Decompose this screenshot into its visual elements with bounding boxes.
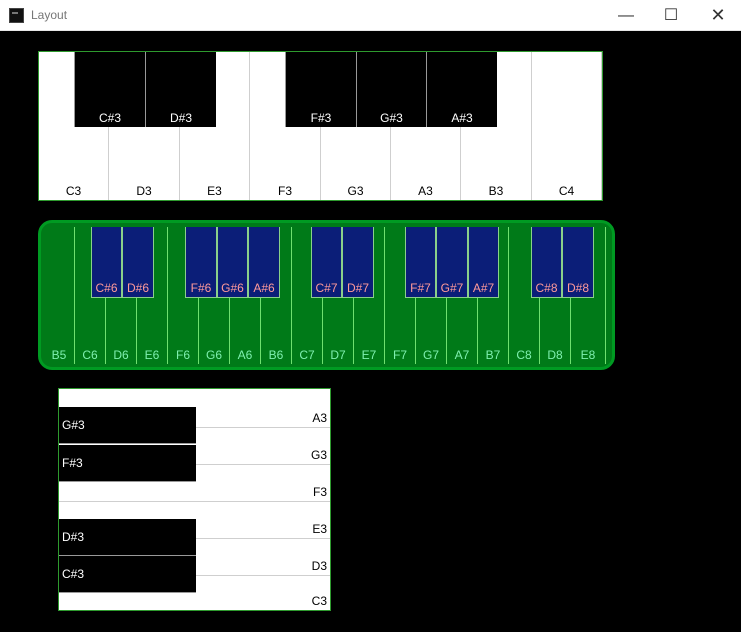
piano-keyboard-vertical: A3 G3 F3 E3 D3 C3 G#3 F#3 D#3 C#3 — [58, 388, 331, 611]
key-label: G#3 — [62, 418, 85, 432]
white-key[interactable]: E7 — [354, 227, 385, 364]
key-label: E3 — [312, 522, 327, 536]
key-label: F3 — [312, 485, 327, 499]
white-key[interactable]: B3 — [461, 52, 532, 200]
key-label: D#7 — [346, 281, 369, 295]
key-label: F#3 — [62, 456, 83, 470]
key-label: D#3 — [169, 111, 192, 125]
black-key[interactable]: G#3 — [356, 52, 426, 127]
black-key[interactable]: A#7 — [468, 227, 499, 298]
key-label: A#7 — [472, 281, 495, 295]
key-label: D7 — [330, 348, 346, 362]
minimize-button[interactable]: — — [618, 7, 634, 24]
piano-keyboard-green: B5 C6 D6 E6 F6 G6 A6 B6 C7 D7 E7 F7 G7 A… — [38, 220, 615, 370]
key-label: D6 — [113, 348, 129, 362]
black-key[interactable]: G#6 — [217, 227, 248, 298]
black-key[interactable]: D#3 — [59, 519, 196, 556]
key-label: A#3 — [451, 111, 473, 125]
key-label: G7 — [422, 348, 439, 362]
close-button[interactable]: ✕ — [710, 5, 726, 25]
key-label: A3 — [418, 184, 433, 198]
black-key[interactable]: A#3 — [426, 52, 497, 127]
black-key[interactable]: A#6 — [248, 227, 280, 298]
black-key[interactable]: C#3 — [59, 556, 196, 593]
key-label: A6 — [237, 348, 253, 362]
white-key[interactable]: A3 — [59, 389, 330, 427]
app-icon — [9, 8, 24, 23]
key-label: C#6 — [95, 281, 118, 295]
key-label: G#7 — [440, 281, 464, 295]
black-key[interactable]: D#6 — [122, 227, 154, 298]
key-label: C#8 — [535, 281, 558, 295]
black-key[interactable]: D#8 — [562, 227, 594, 298]
key-label: B5 — [51, 348, 67, 362]
black-key[interactable]: F#6 — [185, 227, 217, 298]
key-label: C#7 — [315, 281, 338, 295]
key-label: E3 — [207, 184, 222, 198]
key-label: D3 — [311, 559, 327, 573]
key-label: C3 — [65, 184, 82, 198]
key-label: A#6 — [253, 281, 275, 295]
key-label: B7 — [485, 348, 501, 362]
key-label: C4 — [558, 184, 575, 198]
white-key[interactable]: E6 — [137, 227, 168, 364]
piano-keyboard-c3: C3 D3 E3 F3 G3 A3 B3 C4 C#3 D#3 F#3 G#3 … — [38, 51, 603, 201]
key-label: G3 — [310, 448, 327, 462]
key-label: C#3 — [98, 111, 121, 125]
key-label: D8 — [547, 348, 563, 362]
key-label: C#3 — [62, 567, 85, 581]
key-label: F#6 — [190, 281, 212, 295]
key-label: F#3 — [310, 111, 332, 125]
key-label: D#6 — [126, 281, 149, 295]
key-label: G#6 — [221, 281, 244, 295]
white-key[interactable]: E3 — [59, 501, 330, 538]
black-key[interactable]: C#3 — [74, 52, 145, 127]
black-key[interactable]: D#3 — [145, 52, 216, 127]
black-key[interactable]: C#8 — [531, 227, 562, 298]
key-label: G6 — [205, 348, 222, 362]
black-key[interactable]: C#6 — [91, 227, 122, 298]
black-key[interactable]: D#7 — [342, 227, 374, 298]
key-label: A7 — [454, 348, 470, 362]
key-label: C6 — [82, 348, 98, 362]
black-key[interactable]: F#3 — [59, 445, 196, 482]
white-key[interactable]: B6 — [261, 227, 292, 364]
window-title: Layout — [31, 8, 68, 22]
key-label: C7 — [299, 348, 315, 362]
black-key[interactable]: F#3 — [285, 52, 356, 127]
key-label: F7 — [392, 348, 407, 362]
white-key[interactable]: E8 — [571, 227, 606, 364]
key-label: G3 — [347, 184, 364, 198]
white-key[interactable]: E3 — [180, 52, 250, 200]
key-label: G#3 — [380, 111, 403, 125]
white-key[interactable]: B5 — [44, 227, 75, 364]
key-label: A3 — [312, 411, 327, 425]
key-label: E6 — [144, 348, 160, 362]
key-label: F6 — [175, 348, 190, 362]
key-label: D#3 — [62, 530, 85, 544]
title-bar: Layout — ☐ ✕ — [0, 0, 741, 31]
key-label: B3 — [488, 184, 504, 198]
key-label: C8 — [516, 348, 532, 362]
key-label: E7 — [361, 348, 377, 362]
black-key[interactable]: F#7 — [405, 227, 436, 298]
white-key[interactable]: B7 — [478, 227, 509, 364]
key-label: D3 — [136, 184, 152, 198]
key-label: D#8 — [566, 281, 589, 295]
key-label: F3 — [277, 184, 292, 198]
key-label: E8 — [580, 348, 596, 362]
white-key[interactable]: C4 — [532, 52, 602, 200]
black-key[interactable]: G#3 — [59, 407, 196, 444]
key-label: B6 — [268, 348, 284, 362]
key-label: C3 — [311, 594, 327, 608]
key-label: F#7 — [410, 281, 431, 295]
maximize-button[interactable]: ☐ — [663, 7, 679, 24]
black-key[interactable]: G#7 — [436, 227, 468, 298]
black-key[interactable]: C#7 — [311, 227, 342, 298]
